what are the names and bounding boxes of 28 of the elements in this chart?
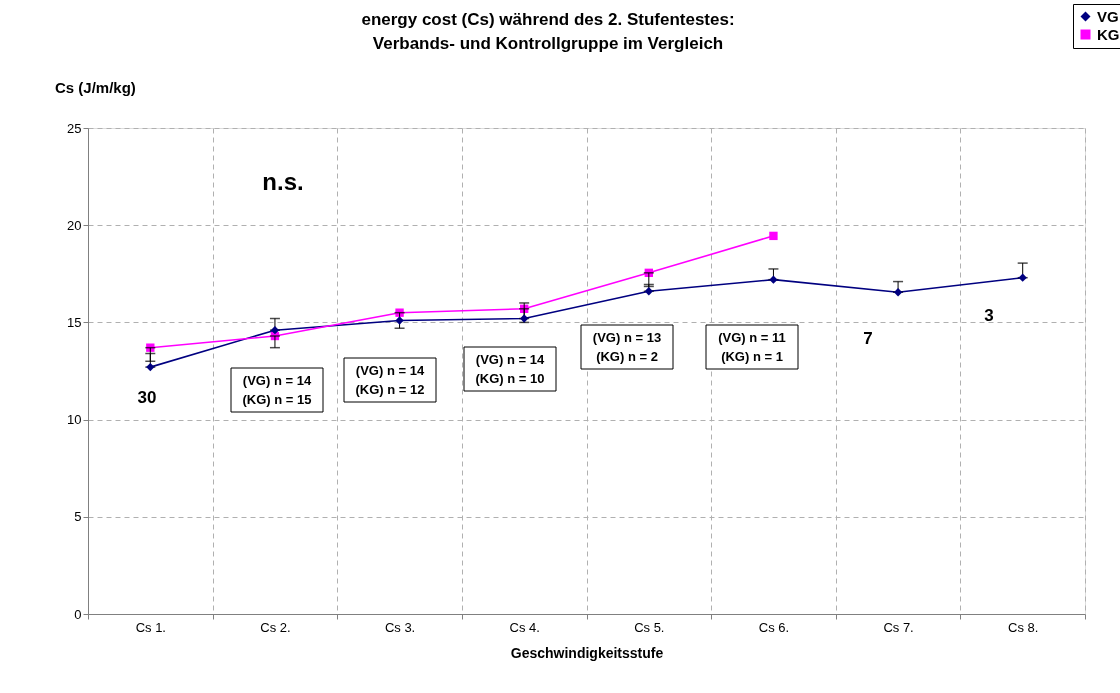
annotation: n.s. xyxy=(262,168,304,195)
y-tick-label: 25 xyxy=(67,120,82,136)
x-tick-label: Cs 6. xyxy=(758,619,790,635)
annotation: (VG) n = 11 (KG) n = 1 xyxy=(718,330,786,364)
x-tick-label: Cs 1. xyxy=(135,619,166,635)
x-tick-label: Cs 5. xyxy=(634,619,665,635)
annotation: (VG) n = 14 (KG) n = 10 xyxy=(475,352,545,386)
x-tick-label: Cs 2. xyxy=(260,619,291,635)
annotation: 3 xyxy=(984,306,994,325)
annotation: 30 xyxy=(137,388,157,407)
annotation: (VG) n = 14 (KG) n = 12 xyxy=(355,363,425,397)
x-tick-label: Cs 3. xyxy=(384,619,416,635)
y-tick-label: 10 xyxy=(67,412,82,428)
annotation: (VG) n = 14 (KG) n = 15 xyxy=(242,373,312,407)
y-tick-label: 15 xyxy=(67,314,82,330)
y-axis-title: Cs (J/m/kg) xyxy=(55,79,136,96)
y-tick-label: 0 xyxy=(74,606,82,622)
chart-title: energy cost (Cs) während des 2. Stufentestes: Verbands- und Kontrollgruppe im Vergleich xyxy=(361,10,735,53)
x-tick-label: Cs 8. xyxy=(1008,619,1039,635)
annotation: (VG) n = 13 (KG) n = 2 xyxy=(592,330,662,364)
y-tick-label: 5 xyxy=(74,509,82,525)
x-tick-label: Cs 7. xyxy=(883,619,914,635)
x-axis-title: Geschwindigkeitsstufe xyxy=(510,644,664,661)
y-tick-label: 20 xyxy=(67,217,82,233)
annotation: 7 xyxy=(863,329,873,348)
x-tick-label: Cs 4. xyxy=(509,619,540,635)
legend-label: VG xyxy=(1097,7,1119,25)
legend-label: KG xyxy=(1097,25,1120,43)
